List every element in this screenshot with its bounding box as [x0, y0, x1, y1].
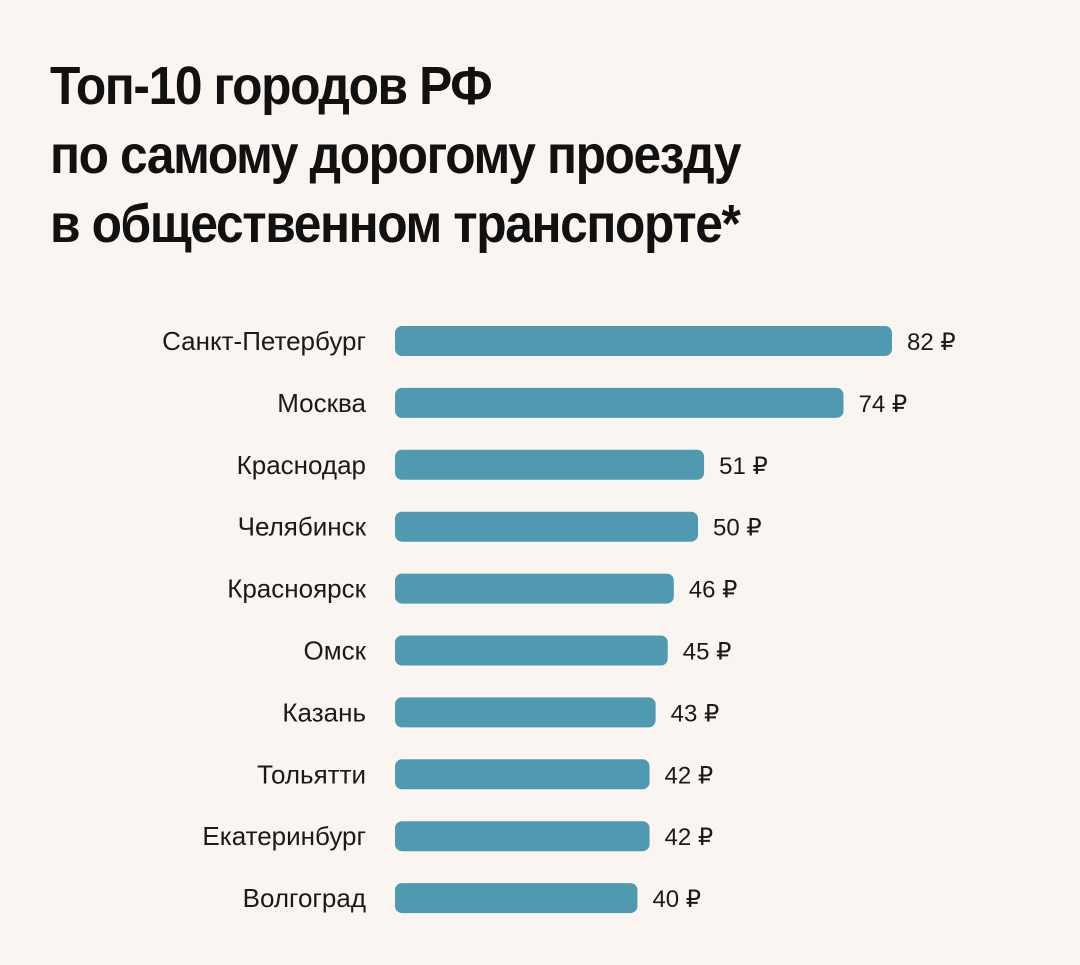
bar [395, 449, 705, 480]
bar-row: Казань 43 ₽ [282, 697, 720, 728]
value-label: 42 ₽ [665, 824, 714, 851]
category-label: Краснодар [237, 450, 366, 480]
bar-row: Екатеринбург 42 ₽ [202, 821, 714, 852]
chart-title: Топ-10 городов РФ по самому дорогому про… [50, 52, 741, 259]
bar [395, 511, 699, 542]
bar-row: Москва 74 ₽ [277, 387, 908, 418]
bar [395, 759, 650, 790]
category-label: Москва [277, 388, 366, 418]
category-label: Санкт-Петербург [162, 326, 366, 356]
category-label: Омск [304, 636, 367, 666]
bar-row: Краснодар 51 ₽ [237, 449, 768, 480]
bar [395, 821, 650, 852]
category-label: Волгоград [243, 883, 366, 913]
bar-row: Красноярск 46 ₽ [227, 573, 738, 604]
value-label: 50 ₽ [713, 515, 762, 542]
bar-row: Санкт-Петербург 82 ₽ [162, 326, 956, 356]
bar [395, 697, 656, 728]
bar [395, 635, 668, 666]
bar-row: Челябинск 50 ₽ [238, 511, 762, 542]
category-label: Тольятти [257, 759, 366, 789]
bar [395, 326, 892, 356]
value-label: 42 ₽ [665, 762, 714, 789]
category-label: Казань [282, 697, 366, 727]
value-label: 46 ₽ [689, 577, 738, 604]
value-label: 74 ₽ [859, 391, 908, 418]
bar-row: Волгоград 40 ₽ [243, 883, 701, 914]
title-line-3: в общественном транспорте* [50, 194, 741, 254]
bar-row: Омск 45 ₽ [304, 635, 732, 666]
bar-row: Тольятти 42 ₽ [257, 759, 714, 790]
value-label: 40 ₽ [652, 886, 701, 913]
value-label: 51 ₽ [719, 453, 768, 480]
bar [395, 573, 674, 604]
category-label: Екатеринбург [202, 821, 366, 851]
category-label: Красноярск [227, 574, 366, 604]
category-label: Челябинск [238, 512, 367, 542]
title-line-2: по самому дорогому проезду [50, 125, 741, 185]
value-label: 45 ₽ [683, 639, 732, 666]
value-label: 43 ₽ [671, 700, 720, 727]
bar [395, 883, 638, 914]
bar [395, 387, 844, 418]
title-line-1: Топ-10 городов РФ [50, 56, 493, 116]
value-label: 82 ₽ [907, 329, 956, 356]
